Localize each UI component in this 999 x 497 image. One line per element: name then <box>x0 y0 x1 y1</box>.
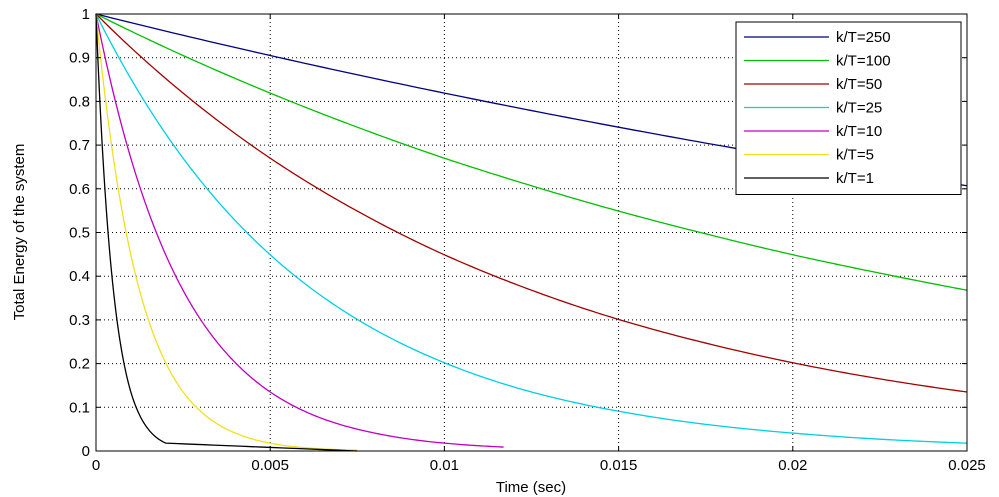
legend-label: k/T=5 <box>836 147 874 164</box>
x-tick-label: 0.01 <box>430 457 459 474</box>
legend-label: k/T=100 <box>836 53 891 70</box>
y-tick-label: 0.9 <box>69 50 90 67</box>
x-tick-label: 0.015 <box>600 457 638 474</box>
y-tick-label: 0.7 <box>69 137 90 154</box>
y-tick-label: 0.5 <box>69 225 90 242</box>
legend-label: k/T=50 <box>836 76 882 93</box>
series-line-k-t-50 <box>95 13 968 393</box>
x-tick-label: 0.025 <box>948 457 986 474</box>
y-tick-label: 0.6 <box>69 181 90 198</box>
x-tick-label: 0 <box>92 457 100 474</box>
legend-label: k/T=25 <box>836 100 882 117</box>
legend-label: k/T=1 <box>836 170 874 187</box>
y-tick-label: 0.3 <box>69 312 90 329</box>
x-axis-label: Time (sec) <box>496 479 566 496</box>
y-tick-label: 1 <box>82 6 90 23</box>
y-tick-label: 0.2 <box>69 356 90 373</box>
series-line-k-t-5 <box>95 13 358 451</box>
x-tick-label: 0.02 <box>778 457 807 474</box>
x-axis-ticks: 0 0.005 0.01 0.015 0.02 0.025 <box>92 14 986 474</box>
legend-box <box>735 21 962 195</box>
y-axis-label: Total Energy of the system <box>11 144 28 321</box>
legend-label: k/T=250 <box>836 29 891 46</box>
y-tick-label: 0.1 <box>69 399 90 416</box>
y-axis-ticks: 0 0.1 0.2 0.3 0.4 0.5 0.6 0.7 0.8 0.9 1 <box>69 6 967 460</box>
series-line-k-t-25 <box>95 13 968 444</box>
series-line-k-t-100 <box>95 13 968 291</box>
x-tick-label: 0.005 <box>251 457 289 474</box>
legend-label: k/T=10 <box>836 123 882 140</box>
series-line-k-t-1 <box>95 13 358 452</box>
legend: k/T=250 k/T=100 k/T=50 k/T=25 k/T=10 k/T=5 k/T… <box>735 21 962 195</box>
y-tick-label: 0.8 <box>69 93 90 110</box>
y-tick-label: 0.4 <box>69 268 90 285</box>
series-line-k-t-10 <box>95 13 504 448</box>
y-tick-label: 0 <box>82 443 90 460</box>
